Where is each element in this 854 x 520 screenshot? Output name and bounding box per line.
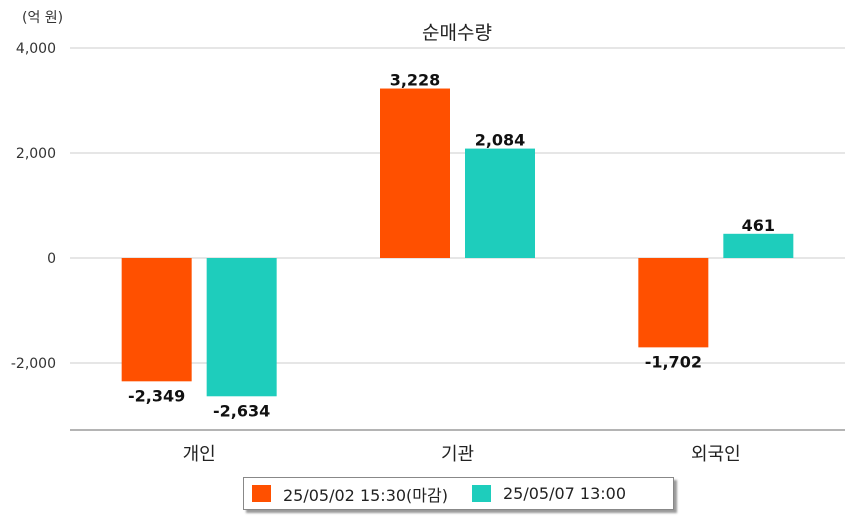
legend-swatch-series-2 [471, 485, 491, 502]
bar-1-0 [121, 258, 192, 382]
y-tick-label-2: 0 [47, 251, 56, 267]
bar-1-1 [380, 88, 450, 258]
chart-title: 순매수량 [422, 22, 492, 44]
y-tick-label-0: 4,000 [16, 41, 56, 57]
x-axis: 개인 기관 외국인 [70, 429, 845, 465]
y-axis-unit: (억 원) [22, 10, 64, 26]
legend-item-series-2[interactable]: 25/05/07 13:00 [471, 484, 627, 503]
value-label-1-1: 3,228 [390, 71, 441, 90]
y-tick-label-3: -2,000 [11, 356, 56, 372]
legend-label-series-1: 25/05/02 15:30(마감) [283, 485, 448, 505]
grid-lines [70, 47, 845, 364]
bar-2-2 [723, 233, 794, 258]
legend-item-series-1[interactable]: 25/05/02 15:30(마감) [252, 482, 448, 506]
value-label-2-1: 2,084 [475, 131, 526, 150]
value-label-2-0: -2,634 [213, 401, 270, 420]
bars [121, 88, 794, 397]
legend-label-series-2: 25/05/07 13:00 [502, 484, 627, 503]
value-label-2-2: 461 [742, 216, 775, 235]
x-tick-label-1: 기관 [441, 444, 474, 465]
y-tick-label-1: 2,000 [16, 146, 56, 162]
x-tick-label-2: 외국인 [691, 444, 741, 465]
bar-2-0 [206, 258, 277, 397]
value-labels: -2,349 -2,634 3,228 2,084 -1,702 461 [128, 71, 775, 421]
legend-swatch-series-1 [252, 485, 271, 502]
legend: 25/05/02 15:30(마감) 25/05/07 13:00 [243, 477, 674, 510]
bar-2-1 [465, 148, 535, 258]
y-axis-tick-labels: 4,000 2,000 0 -2,000 [11, 41, 56, 372]
bar-1-2 [638, 258, 709, 348]
value-label-1-2: -1,702 [645, 352, 702, 371]
x-tick-label-0: 개인 [183, 444, 216, 465]
value-label-1-0: -2,349 [128, 386, 185, 405]
